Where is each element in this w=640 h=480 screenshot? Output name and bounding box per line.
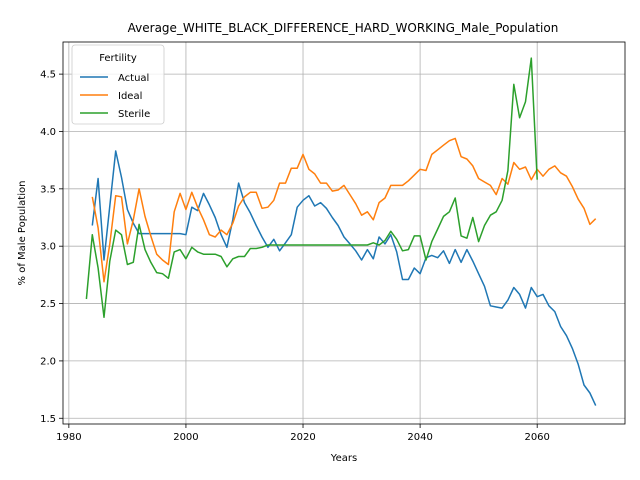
legend: Fertility Actual Ideal Sterile (71, 44, 165, 125)
legend-label-actual: Actual (118, 73, 149, 84)
tick-layer: 1980 2000 2020 2040 2060 1.5 2.0 2.5 3.0 3.5 4.0 4.… (40, 70, 550, 443)
plot-frame (62, 41, 626, 425)
y-tick-label: 2.0 (40, 356, 56, 367)
x-axis-title: Years (330, 453, 357, 464)
y-tick-label: 3.0 (40, 242, 56, 253)
x-tick-label: 2000 (173, 432, 198, 443)
series-line-sterile (85, 57, 538, 319)
series-layer (85, 57, 597, 406)
y-tick-label: 4.0 (40, 127, 56, 138)
y-tick-label: 1.5 (40, 414, 56, 425)
y-tick-label: 4.5 (40, 70, 56, 81)
series-line-ideal (91, 137, 597, 283)
legend-label-ideal: Ideal (118, 91, 142, 102)
y-axis-title: % of Male Population (17, 181, 28, 286)
series-line-actual (91, 150, 597, 406)
x-tick-label: 2020 (290, 432, 315, 443)
legend-label-sterile: Sterile (118, 109, 150, 120)
x-tick-label: 1980 (56, 432, 81, 443)
legend-box (71, 44, 165, 125)
chart-title: Average_WHITE_BLACK_DIFFERENCE_HARD_WORK… (128, 21, 559, 35)
x-tick-label: 2060 (524, 432, 549, 443)
y-tick-label: 2.5 (40, 299, 56, 310)
legend-title: Fertility (99, 53, 137, 64)
y-tick-label: 3.5 (40, 184, 56, 195)
legend-entries: Actual Ideal Sterile (80, 73, 150, 120)
x-tick-label: 2040 (407, 432, 432, 443)
